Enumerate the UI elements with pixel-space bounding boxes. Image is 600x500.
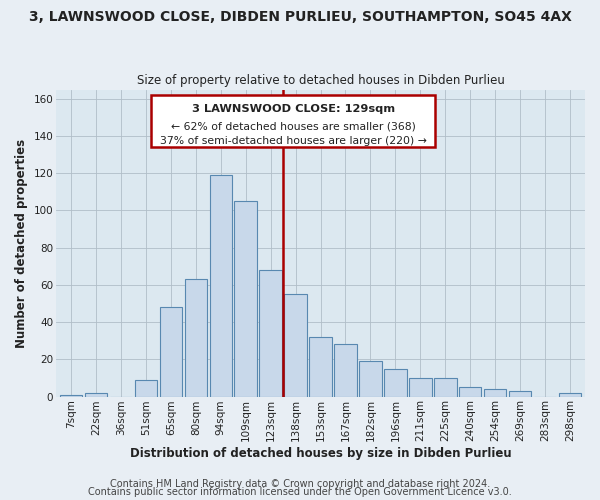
Bar <box>434 378 457 396</box>
Bar <box>459 387 481 396</box>
X-axis label: Distribution of detached houses by size in Dibden Purlieu: Distribution of detached houses by size … <box>130 447 511 460</box>
Title: Size of property relative to detached houses in Dibden Purlieu: Size of property relative to detached ho… <box>137 74 505 87</box>
Bar <box>209 175 232 396</box>
Text: 3, LAWNSWOOD CLOSE, DIBDEN PURLIEU, SOUTHAMPTON, SO45 4AX: 3, LAWNSWOOD CLOSE, DIBDEN PURLIEU, SOUT… <box>29 10 571 24</box>
Bar <box>134 380 157 396</box>
Bar <box>60 394 82 396</box>
Bar <box>384 368 407 396</box>
Bar <box>259 270 282 396</box>
Y-axis label: Number of detached properties: Number of detached properties <box>15 138 28 348</box>
Bar <box>409 378 431 396</box>
Bar <box>484 389 506 396</box>
Text: Contains public sector information licensed under the Open Government Licence v3: Contains public sector information licen… <box>88 487 512 497</box>
Bar <box>559 393 581 396</box>
FancyBboxPatch shape <box>151 95 436 147</box>
Text: 3 LAWNSWOOD CLOSE: 129sqm: 3 LAWNSWOOD CLOSE: 129sqm <box>191 104 395 115</box>
Bar <box>334 344 357 397</box>
Bar <box>85 393 107 396</box>
Bar <box>185 280 207 396</box>
Bar <box>284 294 307 396</box>
Bar <box>310 337 332 396</box>
Text: Contains HM Land Registry data © Crown copyright and database right 2024.: Contains HM Land Registry data © Crown c… <box>110 479 490 489</box>
Bar <box>235 201 257 396</box>
Text: 37% of semi-detached houses are larger (220) →: 37% of semi-detached houses are larger (… <box>160 136 427 146</box>
Bar <box>509 391 532 396</box>
Bar <box>160 307 182 396</box>
Bar <box>359 361 382 396</box>
Text: ← 62% of detached houses are smaller (368): ← 62% of detached houses are smaller (36… <box>170 121 416 131</box>
